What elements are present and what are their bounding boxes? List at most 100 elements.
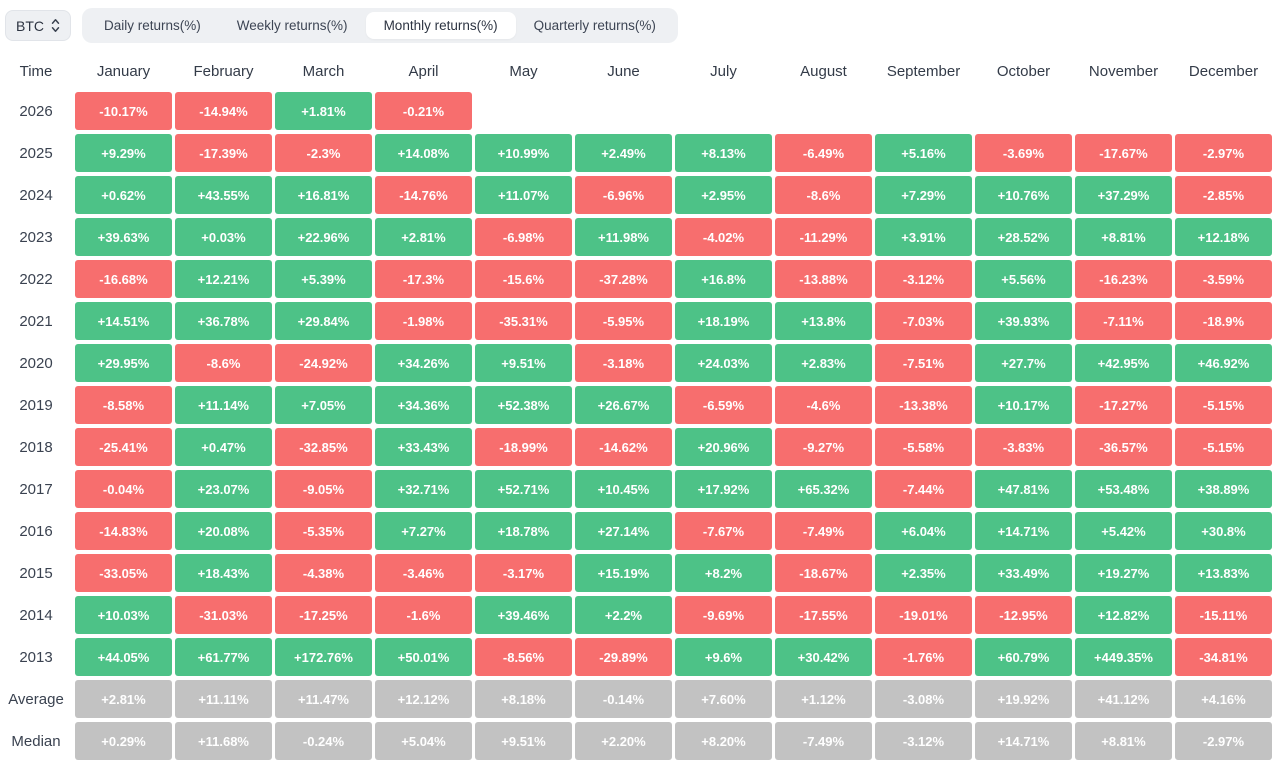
- return-cell: +39.63%: [75, 218, 172, 256]
- tab-quarterly-returns[interactable]: Quarterly returns(%): [533, 18, 656, 33]
- return-cell: -6.49%: [775, 134, 872, 172]
- return-cell: -3.18%: [575, 344, 672, 382]
- return-cell: +449.35%: [1075, 638, 1172, 676]
- return-cell: -5.15%: [1175, 386, 1272, 424]
- return-cell: +18.78%: [475, 512, 572, 550]
- return-cell: -7.11%: [1075, 302, 1172, 340]
- return-cell: +60.79%: [975, 638, 1072, 676]
- return-cell: +23.07%: [175, 470, 272, 508]
- return-cell: +11.07%: [475, 176, 572, 214]
- return-cell: +2.49%: [575, 134, 672, 172]
- return-cell: +11.14%: [175, 386, 272, 424]
- return-cell: -8.6%: [775, 176, 872, 214]
- return-cell: -0.14%: [575, 680, 672, 718]
- month-column-header: September: [886, 63, 961, 80]
- symbol-selector[interactable]: BTC: [5, 10, 71, 41]
- return-cell: -2.3%: [275, 134, 372, 172]
- tab-monthly-returns[interactable]: Monthly returns(%): [365, 12, 516, 39]
- return-cell: -7.51%: [875, 344, 972, 382]
- empty-cell: [975, 92, 1072, 130]
- return-cell: -3.46%: [375, 554, 472, 592]
- return-cell: +10.45%: [575, 470, 672, 508]
- return-cell: +52.71%: [475, 470, 572, 508]
- return-cell: +41.12%: [1075, 680, 1172, 718]
- return-cell: +15.19%: [575, 554, 672, 592]
- empty-cell: [1175, 92, 1272, 130]
- return-cell: -13.38%: [875, 386, 972, 424]
- toolbar: BTC Daily returns(%) Weekly returns(%) M…: [0, 0, 1280, 49]
- return-cell: +11.98%: [575, 218, 672, 256]
- month-column-header: January: [96, 63, 151, 80]
- return-cell: -18.99%: [475, 428, 572, 466]
- return-cell: +28.52%: [975, 218, 1072, 256]
- return-cell: -3.17%: [475, 554, 572, 592]
- return-cell: +4.16%: [1175, 680, 1272, 718]
- return-cell: +1.12%: [775, 680, 872, 718]
- return-cell: +2.83%: [775, 344, 872, 382]
- return-cell: +19.92%: [975, 680, 1072, 718]
- return-cell: +61.77%: [175, 638, 272, 676]
- tab-daily-returns[interactable]: Daily returns(%): [104, 18, 201, 33]
- return-cell: +7.60%: [675, 680, 772, 718]
- return-cell: +27.14%: [575, 512, 672, 550]
- return-cell: +22.96%: [275, 218, 372, 256]
- row-label: 2017: [19, 480, 53, 498]
- month-column-header: August: [800, 63, 847, 80]
- return-cell: -24.92%: [275, 344, 372, 382]
- return-cell: -12.95%: [975, 596, 1072, 634]
- return-cell: +9.51%: [475, 344, 572, 382]
- return-cell: -15.11%: [1175, 596, 1272, 634]
- return-cell: -18.67%: [775, 554, 872, 592]
- returns-period-tabs: Daily returns(%) Weekly returns(%) Month…: [82, 8, 678, 43]
- return-cell: +8.18%: [475, 680, 572, 718]
- return-cell: +12.18%: [1175, 218, 1272, 256]
- return-cell: -11.29%: [775, 218, 872, 256]
- return-cell: -7.49%: [775, 722, 872, 760]
- return-cell: +14.08%: [375, 134, 472, 172]
- return-cell: -2.85%: [1175, 176, 1272, 214]
- row-label: 2020: [19, 354, 53, 372]
- return-cell: +44.05%: [75, 638, 172, 676]
- time-column-header: Time: [19, 63, 53, 80]
- return-cell: +53.48%: [1075, 470, 1172, 508]
- return-cell: +52.38%: [475, 386, 572, 424]
- return-cell: +26.67%: [575, 386, 672, 424]
- return-cell: -4.6%: [775, 386, 872, 424]
- return-cell: -13.88%: [775, 260, 872, 298]
- return-cell: -17.3%: [375, 260, 472, 298]
- return-cell: +0.62%: [75, 176, 172, 214]
- row-label: 2016: [19, 522, 53, 540]
- return-cell: +7.05%: [275, 386, 372, 424]
- return-cell: +39.93%: [975, 302, 1072, 340]
- return-cell: +10.03%: [75, 596, 172, 634]
- return-cell: -36.57%: [1075, 428, 1172, 466]
- return-cell: +14.51%: [75, 302, 172, 340]
- return-cell: +6.04%: [875, 512, 972, 550]
- return-cell: +11.11%: [175, 680, 272, 718]
- return-cell: -3.83%: [975, 428, 1072, 466]
- month-column-header: March: [302, 63, 345, 80]
- return-cell: +10.99%: [475, 134, 572, 172]
- return-cell: +29.95%: [75, 344, 172, 382]
- return-cell: +46.92%: [1175, 344, 1272, 382]
- return-cell: -10.17%: [75, 92, 172, 130]
- return-cell: -17.55%: [775, 596, 872, 634]
- return-cell: -3.12%: [875, 722, 972, 760]
- return-cell: +32.71%: [375, 470, 472, 508]
- return-cell: +5.04%: [375, 722, 472, 760]
- return-cell: -25.41%: [75, 428, 172, 466]
- tab-weekly-returns[interactable]: Weekly returns(%): [236, 18, 348, 33]
- return-cell: +43.55%: [175, 176, 272, 214]
- return-cell: -3.69%: [975, 134, 1072, 172]
- return-cell: +5.42%: [1075, 512, 1172, 550]
- return-cell: -15.6%: [475, 260, 572, 298]
- return-cell: +14.71%: [975, 512, 1072, 550]
- return-cell: -8.56%: [475, 638, 572, 676]
- return-cell: -0.21%: [375, 92, 472, 130]
- return-cell: -17.27%: [1075, 386, 1172, 424]
- return-cell: -3.08%: [875, 680, 972, 718]
- return-cell: +65.32%: [775, 470, 872, 508]
- return-cell: -5.95%: [575, 302, 672, 340]
- symbol-selector-label: BTC: [16, 17, 44, 34]
- return-cell: -34.81%: [1175, 638, 1272, 676]
